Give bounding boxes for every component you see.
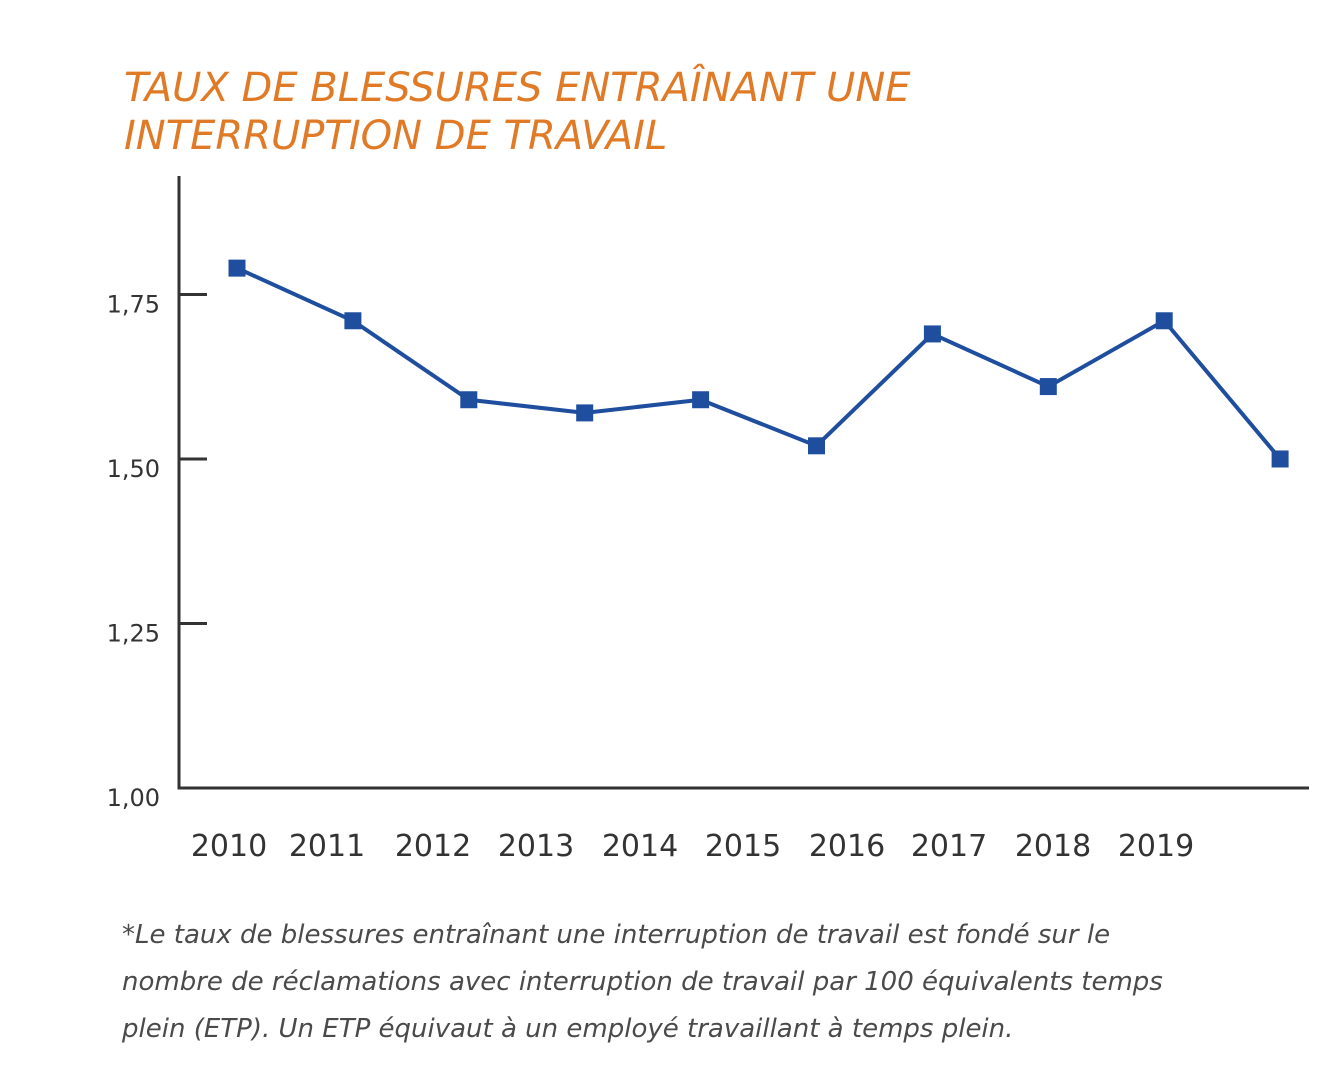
chart-series <box>228 259 1289 468</box>
data-point <box>228 259 246 277</box>
data-point <box>344 312 362 330</box>
data-point <box>1155 312 1173 330</box>
x-tick-label: 2013 <box>498 829 574 864</box>
y-axis-ticks: 1,00 1,25 1,50 1,75 <box>107 290 207 812</box>
footnote-line-2: nombre de réclamations avec interruption… <box>122 967 1163 997</box>
x-tick-label: 2019 <box>1118 829 1194 864</box>
data-point <box>923 325 941 343</box>
y-tick-label: 1,25 <box>107 619 160 647</box>
x-tick-label: 2011 <box>289 829 365 864</box>
y-tick-label: 1,00 <box>107 784 160 812</box>
x-tick-label: 2017 <box>911 829 987 864</box>
chart-footnote: *Le taux de blessures entraînant une int… <box>122 912 1332 1053</box>
data-point <box>576 404 594 422</box>
x-tick-label: 2016 <box>809 829 885 864</box>
chart-axes <box>177 176 1309 790</box>
series-line <box>236 266 1282 461</box>
x-tick-label: 2015 <box>705 829 781 864</box>
x-tick-label: 2010 <box>191 829 267 864</box>
chart-title-line-2: INTERRUPTION DE TRAVAIL <box>124 113 668 159</box>
chart-title-line-1: TAUX DE BLESSURES ENTRAÎNANT UNE <box>124 65 911 111</box>
x-tick-label: 2014 <box>602 829 678 864</box>
data-point <box>1271 450 1289 468</box>
data-point <box>692 391 710 409</box>
footnote-line-3: plein (ETP). Un ETP équivaut à un employ… <box>122 1014 1014 1044</box>
y-tick-label: 1,50 <box>107 455 160 483</box>
data-point <box>460 391 478 409</box>
x-tick-label: 2018 <box>1015 829 1091 864</box>
data-point <box>1039 378 1057 396</box>
x-axis-ticks: 2010 2011 2012 2013 2014 2015 2016 2017 2018 2019 <box>191 829 1194 864</box>
x-tick-label: 2012 <box>395 829 471 864</box>
data-point <box>808 437 825 455</box>
chart-title: TAUX DE BLESSURES ENTRAÎNANT UNE INTERRU… <box>124 64 1124 160</box>
footnote-line-1: *Le taux de blessures entraînant une int… <box>122 920 1111 950</box>
y-tick-label: 1,75 <box>107 290 160 318</box>
